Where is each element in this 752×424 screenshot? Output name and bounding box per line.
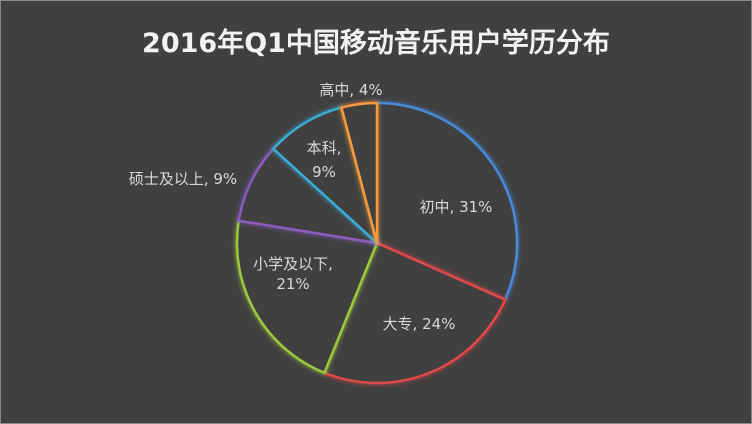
pie-slice-3 (235, 219, 379, 375)
data-label: 高中, 4% (319, 81, 382, 99)
pie-slice-2 (323, 241, 507, 385)
data-label: 本科, 9% (307, 139, 342, 181)
data-label: 大专, 24% (383, 315, 456, 333)
data-label: 硕士及以上, 9% (129, 170, 237, 188)
chart-title: 2016年Q1中国移动音乐用户学历分布 (142, 28, 610, 59)
data-label: 初中, 31% (420, 198, 493, 216)
pie-slice-6 (340, 101, 379, 245)
pie-slice-1 (375, 101, 519, 301)
pie-slice-5 (272, 106, 379, 245)
data-label: 小学及以下, 21% (253, 255, 333, 293)
pie-slice-4 (237, 147, 379, 245)
